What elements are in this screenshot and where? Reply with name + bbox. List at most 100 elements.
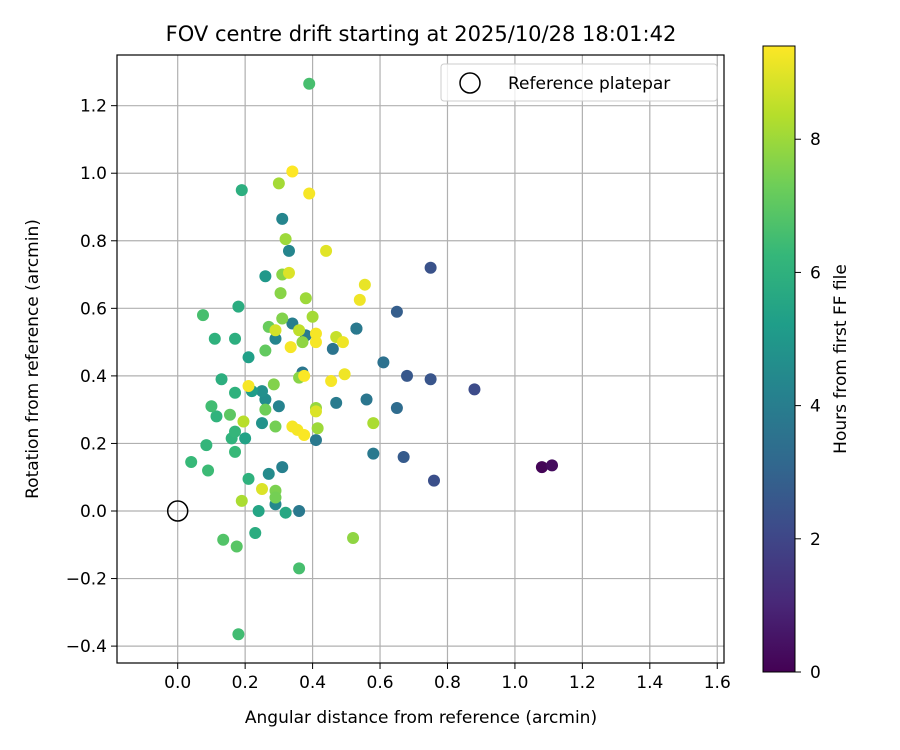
data-point: [229, 332, 242, 345]
data-point: [235, 184, 248, 197]
data-point: [259, 403, 272, 416]
data-point: [424, 373, 437, 386]
y-tick-label: 0.8: [80, 232, 107, 252]
data-point: [242, 472, 255, 485]
legend: Reference platepar: [440, 63, 718, 102]
x-axis-label: Angular distance from reference (arcmin): [245, 708, 597, 728]
data-point: [311, 422, 324, 435]
y-axis-label: Rotation from reference (arcmin): [23, 219, 43, 499]
colorbar-tick-label: 2: [810, 530, 821, 550]
y-tick-label: 0.0: [80, 502, 107, 522]
data-point: [232, 300, 245, 313]
x-tick-label: 0.4: [299, 673, 326, 693]
data-point: [350, 322, 363, 335]
data-point: [336, 336, 349, 349]
data-point: [390, 305, 403, 318]
data-point: [279, 233, 292, 246]
legend-box: [440, 63, 718, 102]
x-tick-label: 0.0: [164, 673, 191, 693]
y-tick-label: −0.4: [66, 637, 107, 657]
data-point: [303, 77, 316, 90]
data-point: [282, 266, 295, 279]
y-tick-label: −0.2: [66, 570, 107, 590]
data-point: [229, 445, 242, 458]
y-tick-label: 1.2: [80, 97, 107, 117]
data-point: [401, 369, 414, 382]
data-point: [210, 410, 223, 423]
y-tick-label: 0.6: [80, 299, 107, 319]
data-point: [202, 464, 215, 477]
data-point: [256, 417, 269, 430]
data-point: [298, 369, 311, 382]
x-tick-label: 1.4: [636, 673, 663, 693]
data-point: [185, 456, 198, 469]
data-point: [276, 461, 289, 474]
colorbar-label: Hours from first FF file: [831, 264, 851, 454]
data-point: [284, 341, 297, 354]
x-tick-label: 1.0: [501, 673, 528, 693]
data-point: [267, 378, 280, 391]
colorbar-tick-label: 8: [810, 130, 821, 150]
data-point: [309, 405, 322, 418]
data-point: [229, 386, 242, 399]
data-point: [293, 505, 306, 517]
data-point: [320, 244, 333, 257]
data-point: [390, 401, 403, 414]
data-point: [196, 309, 209, 322]
y-tick-label: 0.2: [80, 434, 107, 454]
plot-frame: [116, 54, 725, 664]
data-point: [296, 336, 309, 349]
x-axis: 0.0 0.2 0.4 0.6 0.8 1.0 1.2 1.4 1.6: [164, 663, 731, 693]
data-point: [298, 429, 311, 441]
data-point: [232, 628, 245, 641]
colorbar-tick-label: 4: [810, 397, 821, 417]
data-point: [259, 344, 272, 357]
data-point: [424, 261, 437, 274]
data-point: [269, 420, 282, 433]
x-tick-label: 1.2: [569, 673, 596, 693]
x-tick-label: 1.6: [704, 673, 731, 693]
reference-platepar-marker: [166, 500, 189, 522]
data-point: [293, 562, 306, 575]
data-point: [330, 396, 343, 409]
data-point: [397, 450, 410, 463]
data-points: [166, 77, 559, 641]
data-point: [276, 212, 289, 225]
data-point: [229, 425, 242, 438]
data-point: [326, 342, 339, 355]
data-point: [205, 400, 218, 413]
data-point: [377, 356, 390, 369]
data-point: [309, 434, 322, 447]
data-point: [249, 526, 262, 539]
data-point: [347, 532, 360, 545]
colorbar-gradient: [762, 45, 796, 673]
y-tick-label: 0.4: [80, 367, 107, 387]
x-tick-label: 0.2: [232, 673, 259, 693]
data-point: [200, 439, 213, 452]
data-point: [325, 374, 338, 387]
data-point: [358, 278, 371, 291]
data-point: [306, 310, 319, 323]
data-point: [262, 467, 275, 480]
x-tick-label: 0.6: [367, 673, 394, 693]
colorbar: 0 2 4 6 8 Hours from first FF file: [762, 45, 851, 683]
data-point: [242, 351, 255, 364]
data-point: [252, 505, 265, 517]
data-point: [535, 461, 548, 474]
data-point: [299, 292, 312, 305]
data-point: [360, 393, 373, 406]
data-point: [259, 270, 272, 283]
data-point: [468, 383, 481, 396]
data-point: [274, 287, 287, 300]
data-point: [427, 474, 440, 487]
data-point: [303, 187, 316, 200]
colorbar-tick-label: 0: [810, 663, 821, 683]
data-point: [282, 244, 295, 257]
data-point: [223, 408, 236, 421]
x-tick-label: 0.8: [434, 673, 461, 693]
data-point: [208, 332, 221, 345]
data-point: [269, 491, 282, 504]
legend-label: Reference platepar: [508, 74, 670, 94]
grid: [117, 55, 724, 663]
